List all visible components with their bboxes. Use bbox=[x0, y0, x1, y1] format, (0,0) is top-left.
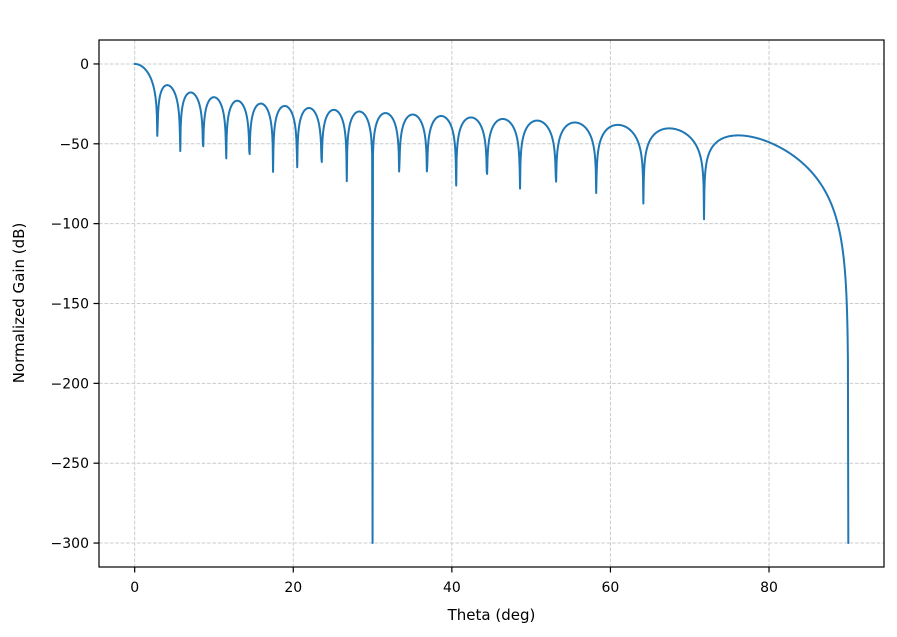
y-tick-label: −250 bbox=[51, 456, 89, 472]
y-tick-label: −50 bbox=[59, 137, 89, 153]
x-tick-label: 20 bbox=[284, 580, 302, 596]
plot-border bbox=[98, 39, 885, 568]
y-tick-label: −100 bbox=[51, 217, 89, 233]
x-tick-label: 60 bbox=[602, 580, 620, 596]
y-tick-label: −200 bbox=[51, 376, 89, 392]
y-axis-label: Normalized Gain (dB) bbox=[10, 222, 28, 384]
y-tick-label: −150 bbox=[51, 297, 89, 313]
x-tick-label: 40 bbox=[443, 580, 461, 596]
x-tick-label: 80 bbox=[760, 580, 778, 596]
gain-curve bbox=[133, 62, 850, 545]
y-tick-label: −300 bbox=[51, 536, 89, 552]
x-tick-label: 0 bbox=[130, 580, 139, 596]
y-tick-label: 0 bbox=[80, 57, 89, 73]
x-axis-label: Theta (deg) bbox=[447, 606, 536, 624]
